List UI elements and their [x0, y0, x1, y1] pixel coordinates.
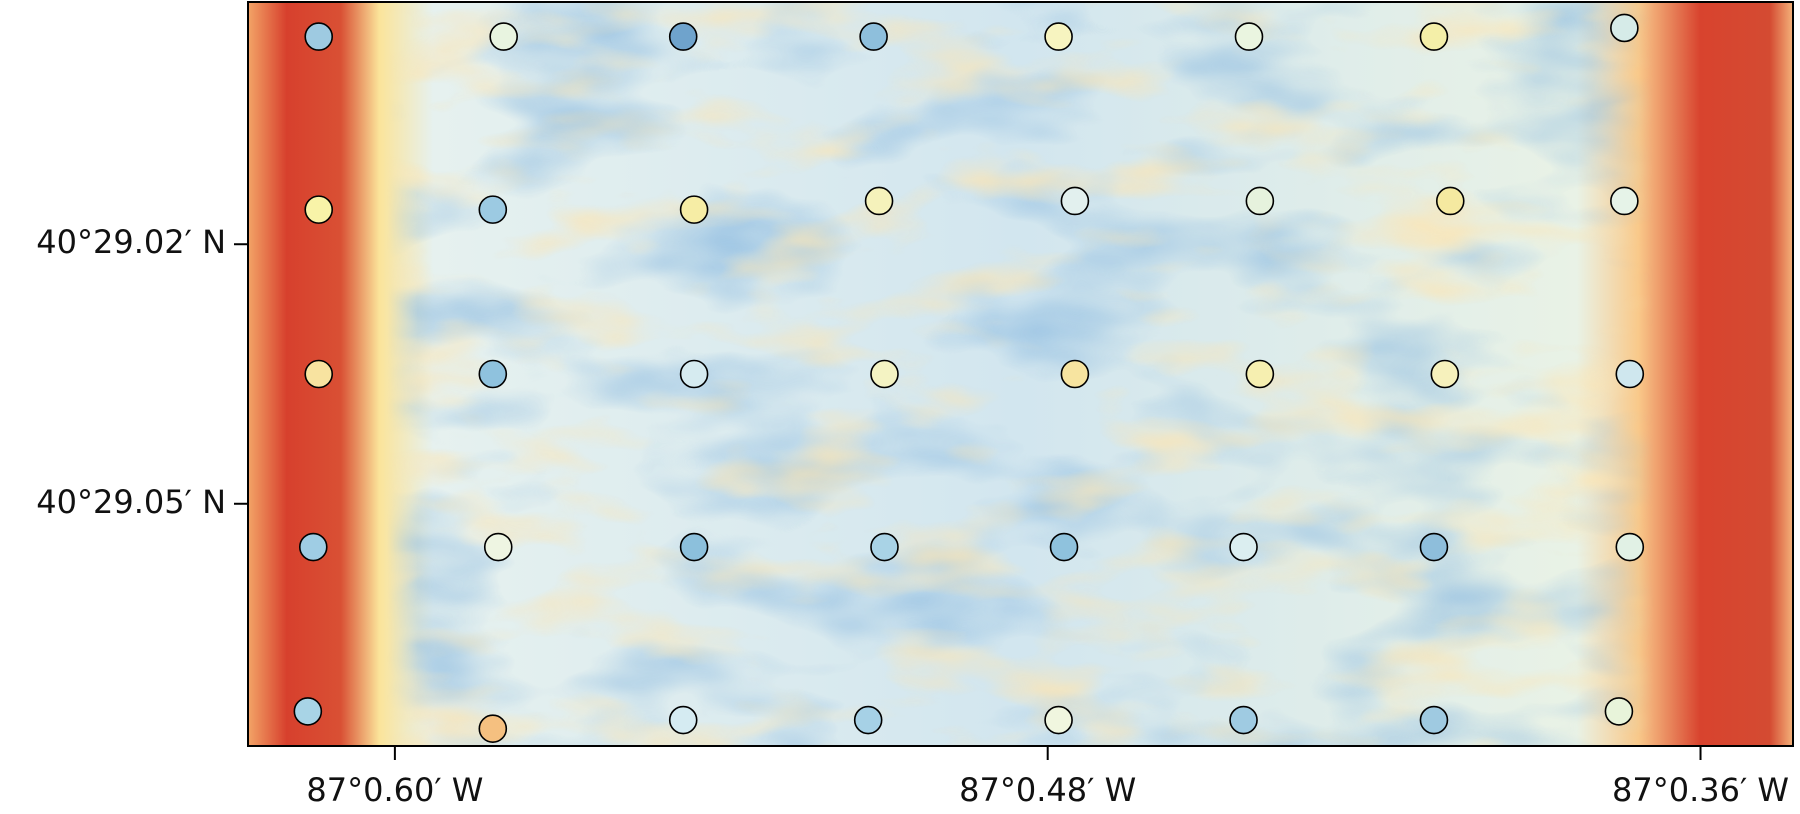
sample-point	[679, 359, 709, 389]
sample-point	[478, 195, 508, 224]
sample-point	[1615, 532, 1645, 562]
sample-point	[870, 532, 899, 562]
sample-point	[1610, 186, 1639, 216]
sample-point	[1060, 359, 1090, 389]
sample-point	[668, 705, 698, 735]
sample-point	[668, 22, 698, 51]
sample-point	[1044, 705, 1073, 735]
sample-point	[1229, 705, 1258, 735]
sample-point	[1419, 705, 1449, 735]
sample-point	[870, 359, 899, 389]
sample-point	[478, 714, 508, 743]
sample-point	[1245, 359, 1275, 389]
x-tick-label: 87°0.48′ W	[959, 771, 1136, 809]
sample-point	[679, 195, 709, 224]
sample-point	[853, 705, 883, 735]
sample-point	[1615, 359, 1645, 389]
sample-point	[1245, 186, 1275, 216]
y-tick-label: 40°29.05′ N	[36, 483, 226, 521]
sample-point	[304, 359, 334, 389]
sample-point	[478, 359, 508, 389]
plot-frame	[247, 1, 1794, 747]
sample-point	[1435, 186, 1465, 216]
sample-point	[859, 22, 888, 51]
sample-point	[489, 22, 518, 51]
sample-point	[304, 195, 334, 224]
sample-point	[1610, 13, 1639, 43]
sample-point	[1044, 22, 1073, 51]
sample-point	[1419, 532, 1449, 562]
x-tick-label: 87°0.60′ W	[306, 771, 483, 809]
data-layer: 87°0.60′ W 87°0.48′ W 87°0.36′ W 40°29.02′ …	[36, 13, 1789, 809]
sample-point	[293, 697, 323, 726]
sample-point	[679, 532, 709, 562]
y-tick-label: 40°29.02′ N	[36, 223, 226, 261]
sample-point	[864, 186, 894, 216]
sample-point	[1049, 532, 1079, 562]
sample-point	[1604, 697, 1634, 726]
sample-point	[1234, 22, 1264, 51]
sample-point	[298, 532, 328, 562]
sample-point	[304, 22, 334, 51]
sample-point	[1419, 22, 1449, 51]
sample-point	[1430, 359, 1460, 389]
sample-point	[483, 532, 513, 562]
sample-point	[1229, 532, 1258, 562]
x-tick-label: 87°0.36′ W	[1612, 771, 1789, 809]
sample-point	[1060, 186, 1090, 216]
